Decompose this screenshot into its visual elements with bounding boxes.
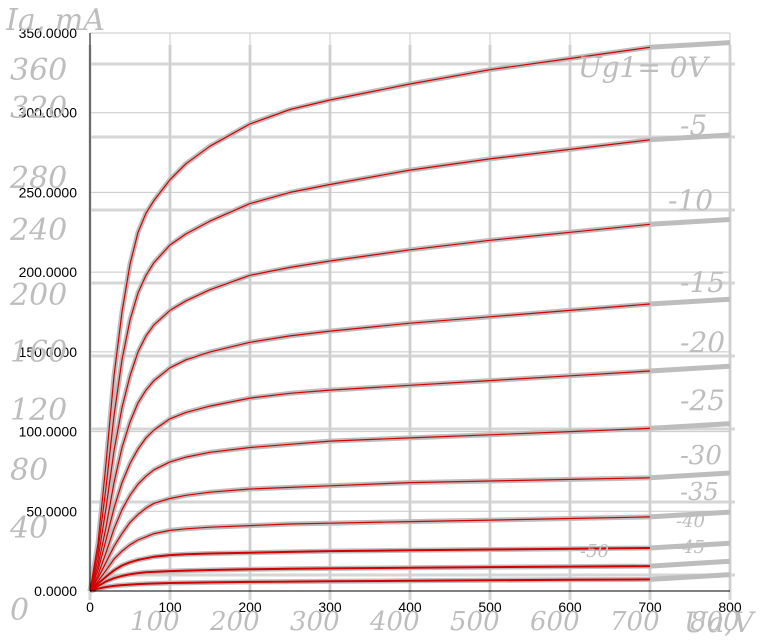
scan-x-tick: 200 bbox=[209, 607, 260, 637]
x-tick-label: 800 bbox=[718, 599, 742, 615]
scan-y-tick: 240 bbox=[9, 213, 67, 248]
fit-curve-10 bbox=[89, 578, 651, 592]
x-tick-label: 400 bbox=[398, 599, 422, 615]
fit-curve-6 bbox=[89, 477, 651, 592]
y-tick-label: 350.0000 bbox=[19, 25, 78, 41]
axes bbox=[89, 33, 730, 592]
scan-y-tick: 0 bbox=[10, 593, 29, 628]
y-tick-label: 0.0000 bbox=[34, 583, 77, 599]
y-tick-label: 250.0000 bbox=[19, 184, 78, 200]
fit-curve-7 bbox=[89, 516, 651, 592]
scan-curve-label: -20 bbox=[680, 326, 725, 359]
y-tick-label: 300.0000 bbox=[19, 105, 78, 121]
scan-curve-label: -15 bbox=[680, 266, 725, 299]
scan-curve-label: -50 bbox=[580, 541, 609, 562]
scan-y-tick: 280 bbox=[9, 161, 67, 196]
scan-curve-label: -5 bbox=[680, 109, 707, 142]
y-tick-label: 150.0000 bbox=[19, 344, 78, 360]
scan-y-tick: 360 bbox=[10, 53, 67, 88]
scan-curve-label: -35 bbox=[680, 478, 719, 506]
scan-curve-label: -40 bbox=[676, 511, 705, 532]
x-tick-label: 100 bbox=[158, 599, 182, 615]
scan-curve-label: -45 bbox=[676, 537, 705, 558]
scan-y-tick: 200 bbox=[9, 278, 67, 313]
y-tick-label: 100.0000 bbox=[19, 424, 78, 440]
scan-labels: Ia, mA Ug1= 0V Ua,V bbox=[5, 3, 756, 639]
scan-curve-label: -10 bbox=[668, 184, 713, 217]
y-tick-labels: 0.0000 50.0000 100.0000 150.0000 200.0000 250… bbox=[19, 25, 78, 599]
scan-x-tick: 300 bbox=[290, 607, 340, 637]
scan-x-tick: 800 bbox=[690, 607, 740, 637]
scan-curve-label: -30 bbox=[680, 441, 722, 471]
scan-x-tick: 500 bbox=[450, 607, 500, 637]
fit-curve-3 bbox=[89, 303, 651, 592]
scan-y-axis-label: Ia, mA bbox=[5, 3, 105, 38]
scan-y-tick: 320 bbox=[10, 91, 67, 126]
x-tick-label: 600 bbox=[558, 599, 582, 615]
scan-x-tick: 400 bbox=[369, 607, 420, 637]
x-tick-labels: 0 100 200 300 400 500 600 700 800 bbox=[86, 599, 742, 615]
scan-x-tick: 600 bbox=[530, 607, 580, 637]
fit-curve-9 bbox=[89, 565, 651, 592]
x-tick-label: 200 bbox=[238, 599, 262, 615]
fit-curve-0 bbox=[89, 46, 651, 592]
fit-curve-1 bbox=[89, 139, 651, 592]
scan-x-tick: 700 bbox=[610, 607, 660, 637]
x-tick-label: 700 bbox=[638, 599, 662, 615]
scan-y-tick: 80 bbox=[10, 453, 48, 488]
x-tick-label: 300 bbox=[318, 599, 342, 615]
scan-y-tick: 120 bbox=[10, 393, 67, 428]
fit-curve-4 bbox=[89, 370, 651, 592]
fit-curves bbox=[89, 46, 651, 592]
fit-curve-5 bbox=[89, 427, 651, 592]
fit-curve-8 bbox=[89, 547, 651, 592]
scan-curve-label: -25 bbox=[680, 384, 725, 417]
scan-curve-header: Ug1= 0V bbox=[578, 51, 711, 84]
scan-x-tick: 100 bbox=[130, 607, 180, 637]
fit-curve-2 bbox=[89, 223, 651, 592]
y-tick-label: 200.0000 bbox=[19, 264, 78, 280]
scan-x-axis-label: Ua,V bbox=[684, 606, 756, 639]
x-tick-label: 0 bbox=[86, 599, 94, 615]
scan-y-tick: 40 bbox=[9, 511, 48, 546]
scan-x-ticks: 100 200 300 400 500 600 700 800 bbox=[130, 607, 740, 637]
scan-curve-labels: -5 -10 -15 -20 -25 -30 -35 -40 -45 -50 bbox=[580, 109, 725, 562]
chart-grid bbox=[89, 32, 731, 592]
scan-y-tick: 160 bbox=[10, 335, 67, 370]
y-tick-label: 50.0000 bbox=[26, 503, 77, 519]
x-tick-label: 500 bbox=[478, 599, 502, 615]
